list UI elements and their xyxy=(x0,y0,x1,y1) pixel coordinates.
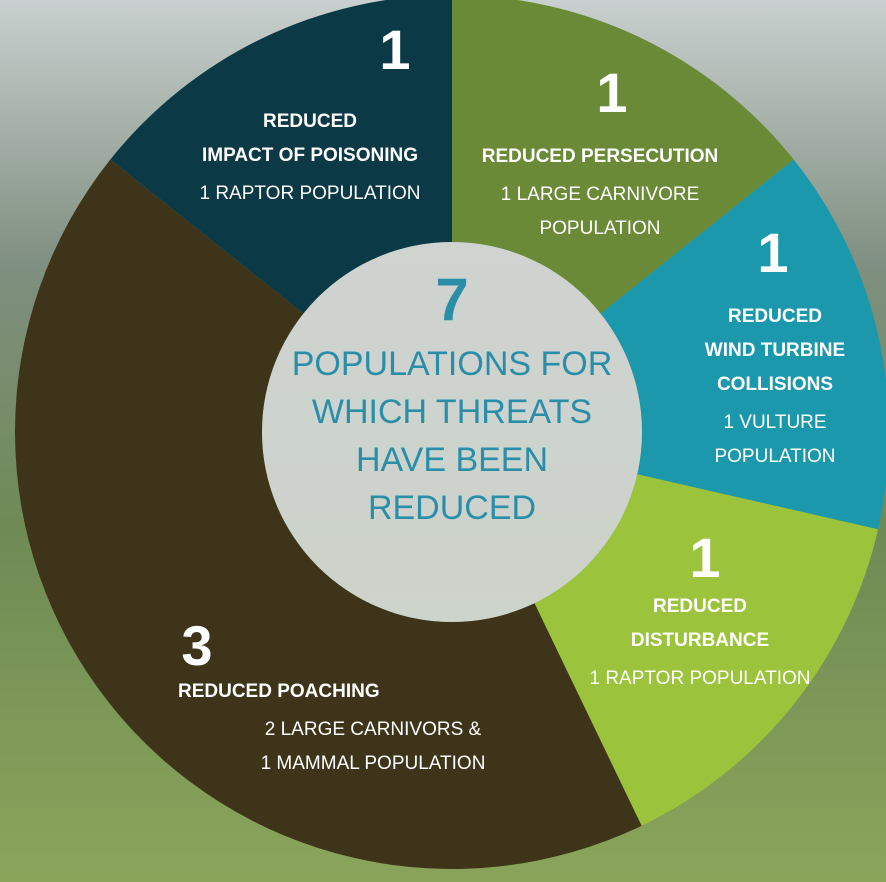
category-label: REDUCED POACHING xyxy=(178,681,380,702)
donut-segment xyxy=(534,474,879,826)
value-label: 1 xyxy=(596,61,628,124)
donut-segment xyxy=(110,0,452,314)
donut-segment xyxy=(600,159,886,530)
segment-label: REDUCED POACHING 2 LARGE CARNIVORS & 1 MA… xyxy=(178,675,538,781)
description: 1 LARGE CARNIVORE POPULATION xyxy=(500,184,700,239)
value-label: 1 xyxy=(757,221,789,284)
category-label: REDUCED WIND TURBINE COLLISIONS xyxy=(704,306,846,395)
value-label: 1 xyxy=(689,526,721,589)
description: 1 RAPTOR POPULATION xyxy=(199,183,421,204)
center-label: 7 POPULATIONS FOR WHICH THREATS HAVE BEE… xyxy=(262,270,642,532)
description: 2 LARGE CARNIVORS & 1 MAMMAL POPULATION xyxy=(260,719,486,774)
segment-label: REDUCED WIND TURBINE COLLISIONS 1 VULTURE… xyxy=(690,300,860,474)
segment-label: REDUCED PERSECUTION 1 LARGE CARNIVORE POP… xyxy=(460,140,740,246)
total: 7 xyxy=(435,266,469,333)
center-text: POPULATIONS FOR WHICH THREATS HAVE BEEN … xyxy=(291,345,613,527)
center-circle xyxy=(262,242,642,622)
category-label: REDUCED IMPACT OF POISONING xyxy=(201,111,419,166)
category-label: REDUCED PERSECUTION xyxy=(481,146,719,167)
segment-label: REDUCED IMPACT OF POISONING 1 RAPTOR POPU… xyxy=(170,105,450,211)
description: 1 VULTURE POPULATION xyxy=(714,412,836,467)
donut-segment xyxy=(452,0,794,314)
segment-label: REDUCED DISTURBANCE 1 RAPTOR POPULATION xyxy=(575,590,825,696)
value-label: 1 xyxy=(379,18,411,81)
value-label: 3 xyxy=(181,614,213,677)
donut-segment xyxy=(15,159,642,869)
category-label: REDUCED DISTURBANCE xyxy=(630,596,770,651)
description: 1 RAPTOR POPULATION xyxy=(589,668,811,689)
